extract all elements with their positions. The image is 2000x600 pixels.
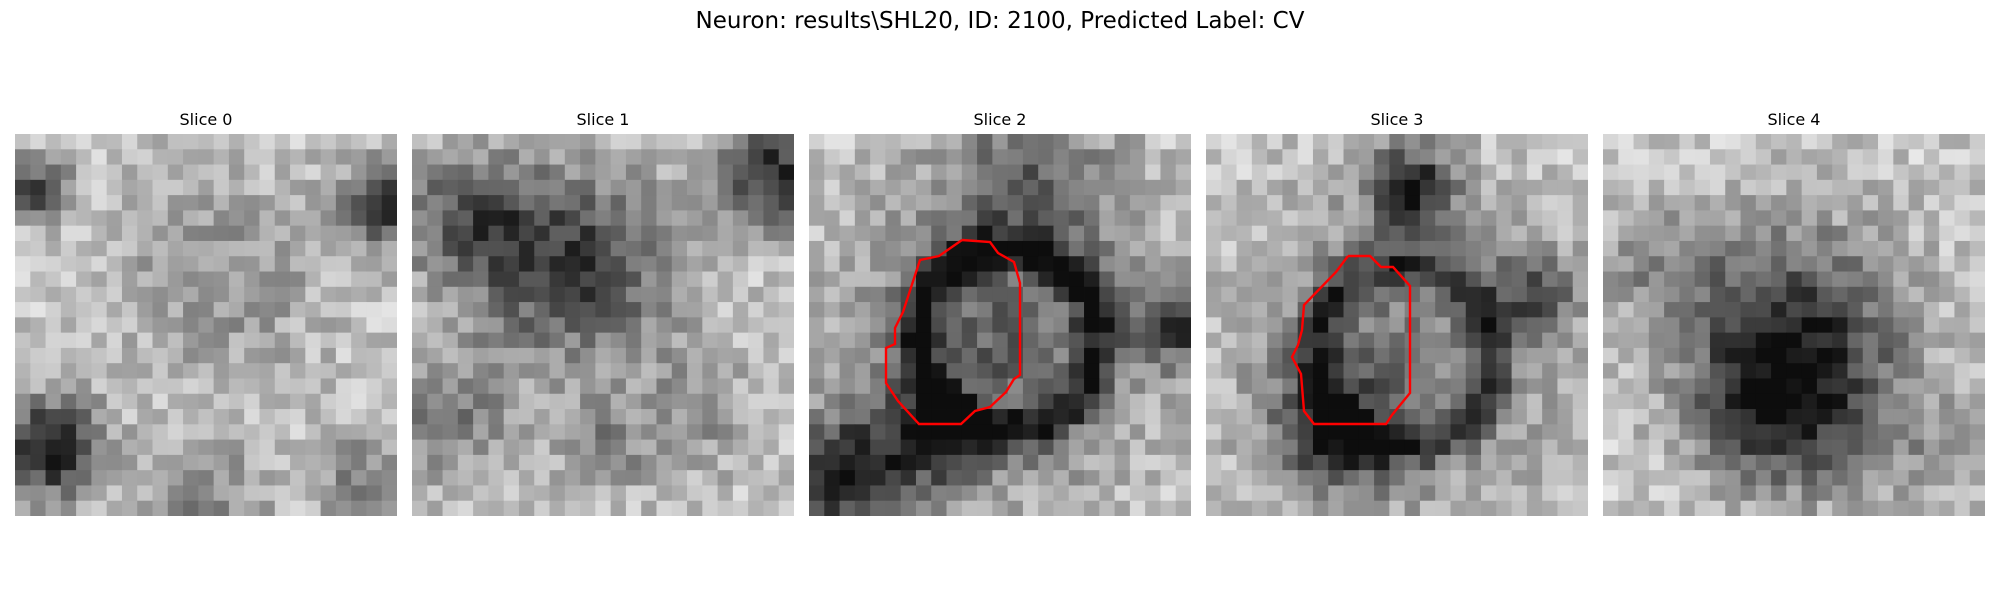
contour-outline	[884, 238, 1022, 426]
slice-image	[809, 134, 1191, 516]
slice-title: Slice 2	[973, 110, 1027, 129]
slice-title: Slice 0	[179, 110, 233, 129]
slice-image	[412, 134, 794, 516]
slice-title: Slice 3	[1370, 110, 1424, 129]
pixel-grid	[15, 134, 397, 516]
slice-panel-3: Slice 3	[1206, 108, 1588, 516]
slice-panel-4: Slice 4	[1603, 108, 1985, 516]
pixel-grid	[1206, 134, 1588, 516]
slice-image	[1206, 134, 1588, 516]
pixel-grid	[412, 134, 794, 516]
contour-outline	[1290, 254, 1412, 426]
figure-title: Neuron: results\SHL20, ID: 2100, Predict…	[695, 8, 1305, 34]
pixel-grid	[809, 134, 1191, 516]
slice-panel-0: Slice 0	[15, 108, 397, 516]
slice-image	[1603, 134, 1985, 516]
slice-image	[15, 134, 397, 516]
slice-panel-1: Slice 1	[412, 108, 794, 516]
slice-title: Slice 1	[576, 110, 630, 129]
slice-title: Slice 4	[1767, 110, 1821, 129]
slice-panel-2: Slice 2	[809, 108, 1191, 516]
pixel-grid	[1603, 134, 1985, 516]
